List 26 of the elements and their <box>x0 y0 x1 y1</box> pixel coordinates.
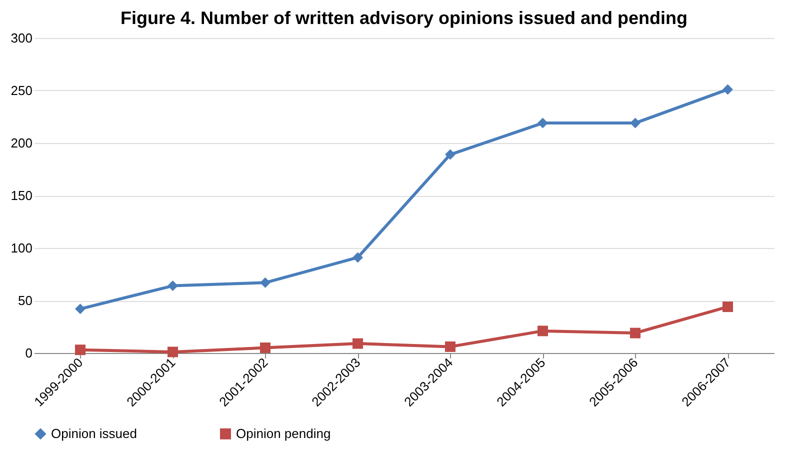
point <box>260 277 270 288</box>
point <box>352 252 363 263</box>
point <box>722 302 733 312</box>
y-tick-label: 300 <box>10 30 32 46</box>
y-tick-label: 100 <box>10 240 32 256</box>
point <box>722 84 733 95</box>
point <box>630 328 640 338</box>
point <box>445 341 456 352</box>
y-tick-label: 200 <box>10 136 32 150</box>
point <box>538 118 548 128</box>
point <box>352 338 363 349</box>
y-tick-label: 150 <box>10 188 32 203</box>
y-tick-label: 250 <box>10 83 32 98</box>
point <box>260 342 270 353</box>
chart-title: Figure 4. Number of written advisory opinions issued and pending <box>120 8 688 28</box>
point <box>538 326 548 336</box>
point <box>168 280 178 292</box>
point <box>630 118 640 128</box>
legend-label: Opinion issued <box>51 426 137 441</box>
point <box>75 304 86 314</box>
y-tick-label: 0 <box>25 346 32 360</box>
point <box>168 346 178 358</box>
point <box>75 344 86 356</box>
point <box>445 149 456 160</box>
legend-label: Opinion pending <box>236 426 331 441</box>
y-tick-label: 50 <box>18 293 32 308</box>
